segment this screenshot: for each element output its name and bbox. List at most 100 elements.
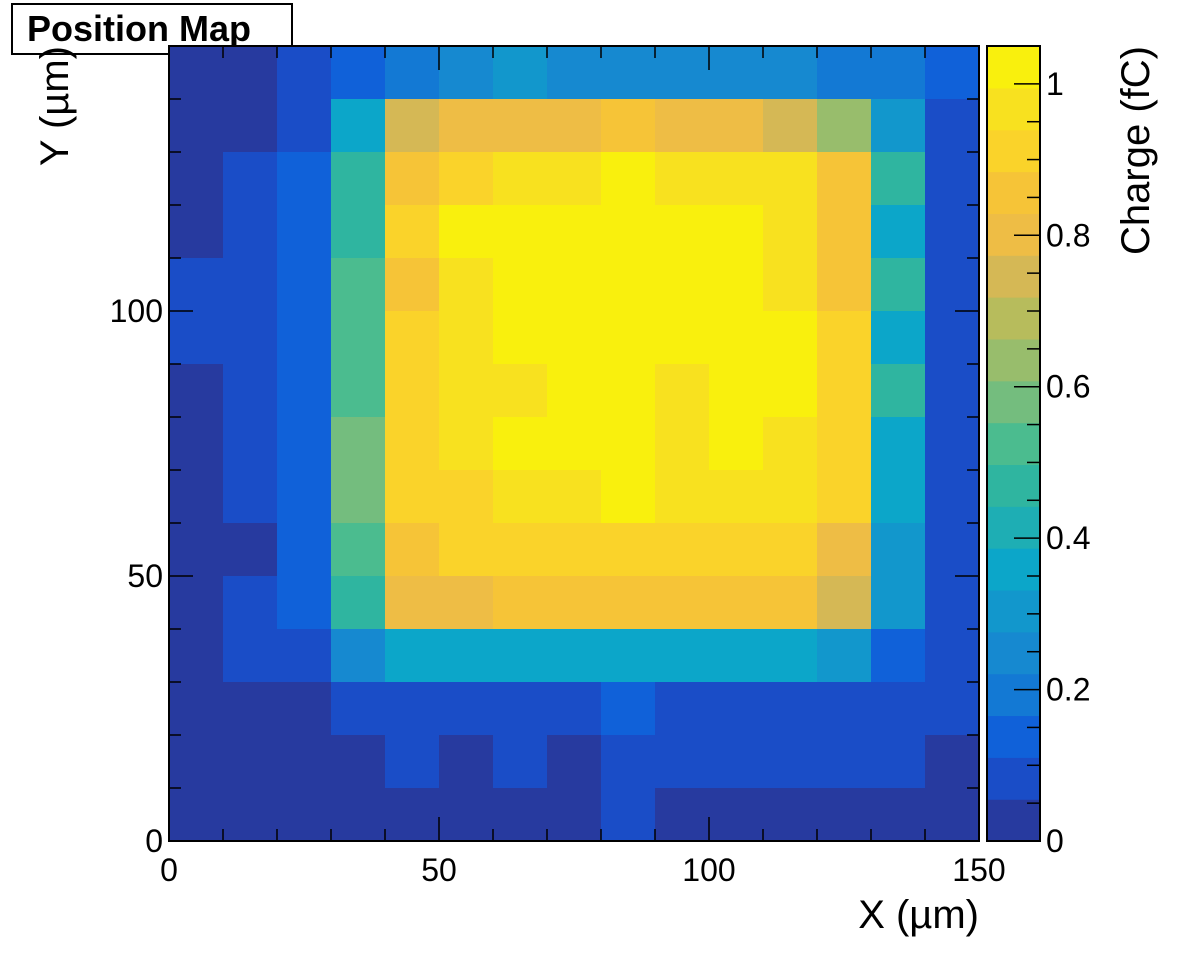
- heatmap-cell: [601, 311, 656, 365]
- heatmap-cell: [223, 46, 278, 100]
- heatmap-cell: [763, 258, 818, 312]
- heatmap-cell: [925, 311, 980, 365]
- y-tick-label: 50: [127, 558, 163, 594]
- heatmap-cell: [817, 629, 872, 683]
- heatmap-cell: [223, 682, 278, 736]
- heatmap-cell: [331, 258, 386, 312]
- heatmap-cell: [277, 523, 332, 577]
- heatmap-cell: [385, 788, 440, 842]
- heatmap-cell: [709, 576, 764, 630]
- heatmap-cell: [601, 417, 656, 471]
- heatmap-cell: [601, 470, 656, 524]
- heatmap-cell: [763, 99, 818, 153]
- heatmap-cell: [871, 364, 926, 418]
- heatmap-cell: [277, 46, 332, 100]
- heatmap-cell: [655, 682, 710, 736]
- heatmap-cell: [925, 682, 980, 736]
- heatmap-cell: [601, 682, 656, 736]
- heatmap-cell: [331, 682, 386, 736]
- heatmap-cell: [493, 311, 548, 365]
- heatmap-cell: [493, 152, 548, 206]
- heatmap-cell: [169, 205, 224, 259]
- heatmap-cell: [493, 629, 548, 683]
- heatmap-cell: [655, 99, 710, 153]
- heatmap-cell: [223, 417, 278, 471]
- heatmap-cell: [709, 364, 764, 418]
- heatmap-cell: [331, 417, 386, 471]
- heatmap-cell: [169, 682, 224, 736]
- heatmap-cell: [223, 311, 278, 365]
- heatmap-cell: [223, 735, 278, 789]
- heatmap-cell: [547, 311, 602, 365]
- heatmap-cell: [763, 46, 818, 100]
- heatmap-cell: [601, 629, 656, 683]
- heatmap-cell: [763, 311, 818, 365]
- heatmap-cell: [439, 576, 494, 630]
- heatmap-cell: [439, 682, 494, 736]
- heatmap-cell: [493, 523, 548, 577]
- heatmap-cell: [439, 364, 494, 418]
- heatmap-cell: [601, 576, 656, 630]
- heatmap-cell: [817, 364, 872, 418]
- heatmap-cell: [169, 46, 224, 100]
- heatmap-cell: [547, 735, 602, 789]
- heatmap-cell: [439, 99, 494, 153]
- heatmap-cell: [925, 258, 980, 312]
- heatmap-cell: [493, 576, 548, 630]
- heatmap-cell: [601, 364, 656, 418]
- heatmap-cell: [871, 788, 926, 842]
- heatmap-cell: [385, 205, 440, 259]
- color-scale-step: [987, 380, 1040, 424]
- heatmap-cell: [709, 788, 764, 842]
- heatmap-cell: [385, 364, 440, 418]
- heatmap-cell: [385, 258, 440, 312]
- heatmap-cell: [655, 523, 710, 577]
- y-tick-label: 100: [110, 293, 163, 329]
- heatmap-cell: [385, 576, 440, 630]
- color-scale-tick-label: 0.4: [1046, 520, 1090, 556]
- heatmap-cell: [817, 470, 872, 524]
- heatmap-cell: [547, 364, 602, 418]
- heatmap-cell: [925, 417, 980, 471]
- axis-tick-labels: 0 50 100 150 0 50 100: [110, 293, 1006, 888]
- heatmap-cell: [925, 523, 980, 577]
- heatmap-cell: [439, 523, 494, 577]
- heatmap-cell: [925, 205, 980, 259]
- heatmap-cell: [277, 258, 332, 312]
- heatmap-cell: [547, 629, 602, 683]
- heatmap-cell: [817, 576, 872, 630]
- heatmap-cell: [169, 364, 224, 418]
- color-scale: [987, 46, 1040, 842]
- heatmap-cell: [871, 417, 926, 471]
- heatmap-cell: [493, 258, 548, 312]
- heatmap-cell: [331, 364, 386, 418]
- heatmap-cell: [925, 788, 980, 842]
- heatmap-cell: [169, 735, 224, 789]
- heatmap-cell: [709, 205, 764, 259]
- heatmap-cell: [871, 152, 926, 206]
- heatmap-cell: [871, 99, 926, 153]
- heatmap-cell: [385, 417, 440, 471]
- heatmap-cell: [169, 576, 224, 630]
- heatmap-cell: [385, 629, 440, 683]
- heatmap-cell: [439, 417, 494, 471]
- heatmap-cell: [709, 682, 764, 736]
- color-scale-step: [987, 715, 1040, 758]
- heatmap-cell: [871, 46, 926, 100]
- heatmap-cell: [277, 99, 332, 153]
- heatmap-cell: [709, 311, 764, 365]
- heatmap-cell: [331, 205, 386, 259]
- heatmap-cell: [277, 364, 332, 418]
- color-scale-step: [987, 506, 1040, 549]
- heatmap-cells: [169, 46, 980, 842]
- heatmap-cell: [331, 629, 386, 683]
- heatmap-cell: [547, 523, 602, 577]
- color-scale-tick-label: 0: [1046, 823, 1064, 859]
- heatmap-cell: [763, 417, 818, 471]
- heatmap-cell: [871, 523, 926, 577]
- heatmap-cell: [439, 470, 494, 524]
- heatmap-cell: [493, 99, 548, 153]
- heatmap-cell: [925, 46, 980, 100]
- heatmap-cell: [763, 682, 818, 736]
